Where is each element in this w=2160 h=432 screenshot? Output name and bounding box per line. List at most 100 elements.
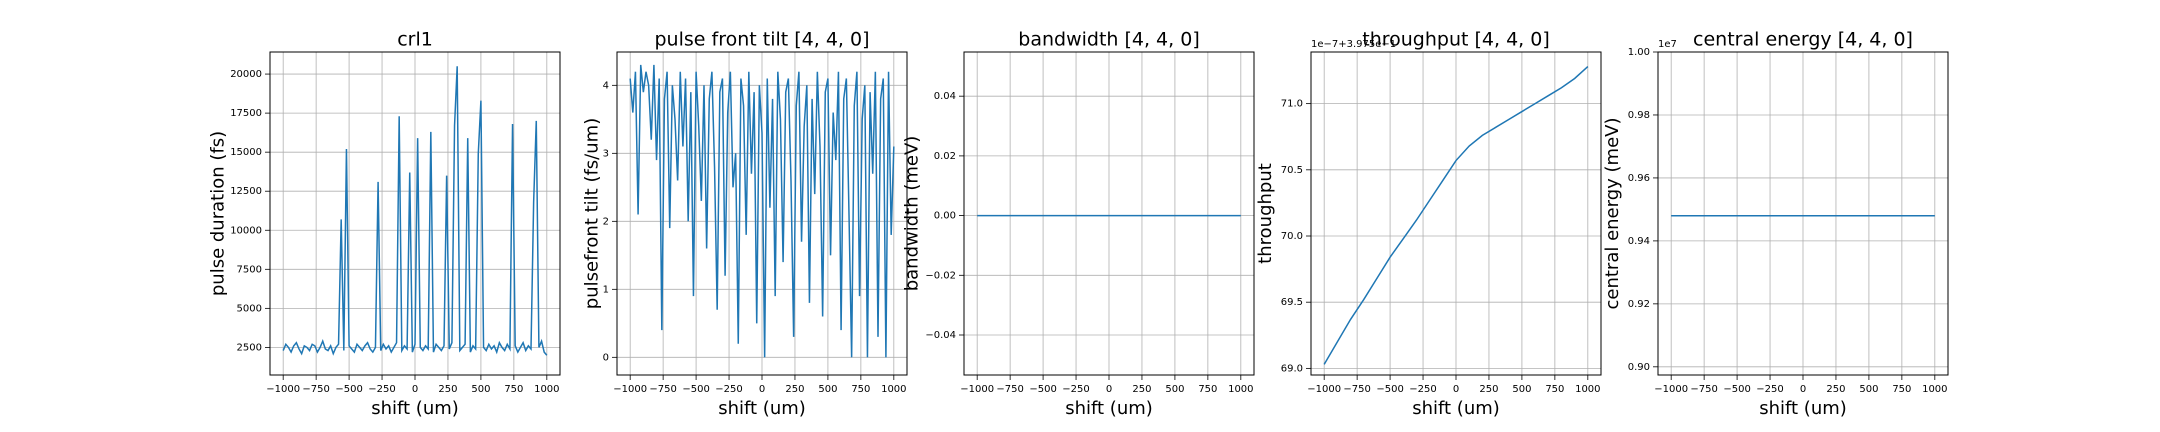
x-tick-label: 250 [1132,384,1151,395]
subplot: 2500500075001000012500150001750020000−10… [208,29,561,419]
y-tick-label: −0.04 [925,330,956,341]
y-tick-label: 20000 [230,69,262,80]
y-tick-label: 1.00 [1628,47,1650,58]
x-tick-label: 250 [785,384,804,395]
x-tick-label: −1000 [1307,384,1341,395]
subplot: 69.0 69.5 70.0 70.5 71.0 −1000 −750 −500 −250 0 25… [1255,29,1602,419]
x-tick-label: −750 [302,384,329,395]
line-series [282,66,548,356]
x-tick-label: −500 [1029,384,1056,395]
x-tick-label: 750 [851,384,870,395]
y-tick-label: 2500 [237,342,262,353]
x-tick-label: 250 [1826,384,1845,395]
x-tick-label: 0 [1453,384,1459,395]
x-tick-label: −500 [1723,384,1750,395]
y-tick-label: 0.04 [934,91,956,102]
x-axis-label: shift (um) [1065,398,1153,419]
x-axis-label: shift (um) [718,398,806,419]
y-tick-label: 10000 [230,225,262,236]
x-tick-label: 1000 [881,384,906,395]
x-tick-label: −250 [1062,384,1089,395]
subplot-title: throughput [4, 4, 0] [1362,29,1550,51]
x-tick-label: 750 [504,384,523,395]
x-tick-label: 0 [1106,384,1112,395]
x-axis-label: shift (um) [371,398,459,419]
x-tick-label: 500 [1512,384,1531,395]
y-tick-label: 0.02 [934,151,956,162]
x-tick-label: 750 [1892,384,1911,395]
y-tick-label: −0.02 [925,270,956,281]
y-axis-label: bandwidth (meV) [902,136,923,292]
axes-frame [963,51,1255,376]
y-axis-label: pulsefront tilt (fs/um) [581,118,602,309]
y-tick-label: 70.0 [1281,231,1303,242]
offset-text: 1e−7+3.975e−1 [1311,39,1396,50]
y-tick-label: 12500 [230,186,262,197]
x-tick-label: 0 [1800,384,1806,395]
y-tick-label: 15000 [230,147,262,158]
x-tick-label: −250 [368,384,395,395]
offset-text: 1e7 [1658,39,1677,50]
x-axis-label: shift (um) [1759,398,1847,419]
x-tick-label: 500 [471,384,490,395]
x-tick-label: −750 [996,384,1023,395]
x-tick-label: 1000 [1575,384,1600,395]
subplot: 0.90 0.92 0.94 0.96 0.98 1.00 −1000 −750 −500 −25… [1602,29,1949,419]
y-tick-label: 4 [603,80,609,91]
x-tick-label: −250 [1756,384,1783,395]
x-tick-label: −500 [682,384,709,395]
y-tick-label: 0 [603,352,609,363]
y-tick-label: 17500 [230,108,262,119]
x-tick-label: 250 [438,384,457,395]
y-tick-label: 0.98 [1628,110,1650,121]
x-tick-label: −500 [335,384,362,395]
y-tick-label: 5000 [237,303,262,314]
x-tick-label: −1000 [266,384,300,395]
x-tick-label: −750 [1690,384,1717,395]
line-series [629,64,895,358]
axes-frame [1310,51,1602,376]
subplot-title: pulse front tilt [4, 4, 0] [655,29,870,51]
x-tick-label: −750 [1343,384,1370,395]
y-tick-label: 69.0 [1281,363,1303,374]
y-axis-label: pulse duration (fs) [208,131,229,296]
y-tick-label: 0.00 [934,211,956,222]
axes-frame [1657,51,1949,376]
y-tick-label: 0.92 [1628,299,1650,310]
line-series [1323,66,1589,365]
y-tick-label: 71.0 [1281,99,1303,110]
x-tick-label: −1000 [960,384,994,395]
x-tick-label: 250 [1479,384,1498,395]
x-tick-label: 1000 [1922,384,1947,395]
subplot: 0 1 2 3 4 −1000 −750 −500 −250 0 250 500 750 1000 puls… [581,29,908,419]
axes-frame [616,51,908,376]
x-tick-label: 0 [759,384,765,395]
y-tick-label: 7500 [237,264,262,275]
axes-frame [269,51,561,376]
subplot-title: central energy [4, 4, 0] [1693,29,1913,51]
y-tick-label: 70.5 [1281,165,1303,176]
y-tick-label: 0.90 [1628,362,1650,373]
x-tick-label: 500 [818,384,837,395]
y-tick-label: 69.5 [1281,297,1303,308]
x-tick-label: −1000 [613,384,647,395]
x-axis-label: shift (um) [1412,398,1500,419]
x-tick-label: 750 [1545,384,1564,395]
y-tick-label: 0.94 [1628,236,1650,247]
y-axis-label: central energy (meV) [1602,118,1623,310]
x-tick-label: 500 [1859,384,1878,395]
subplot: −0.04 −0.02 0.00 0.02 0.04 −1000 −750 −500 −250 0… [902,29,1255,419]
y-tick-label: 2 [603,216,609,227]
x-tick-label: 1000 [1228,384,1253,395]
x-tick-label: −250 [715,384,742,395]
y-tick-label: 1 [603,284,609,295]
x-tick-label: −250 [1409,384,1436,395]
y-tick-label: 3 [603,148,609,159]
x-tick-label: −1000 [1654,384,1688,395]
y-axis-label: throughput [1255,163,1276,264]
x-tick-label: 0 [412,384,418,395]
y-tick-label: 0.96 [1628,173,1650,184]
subplot-title: bandwidth [4, 4, 0] [1018,29,1199,51]
x-tick-label: −500 [1376,384,1403,395]
